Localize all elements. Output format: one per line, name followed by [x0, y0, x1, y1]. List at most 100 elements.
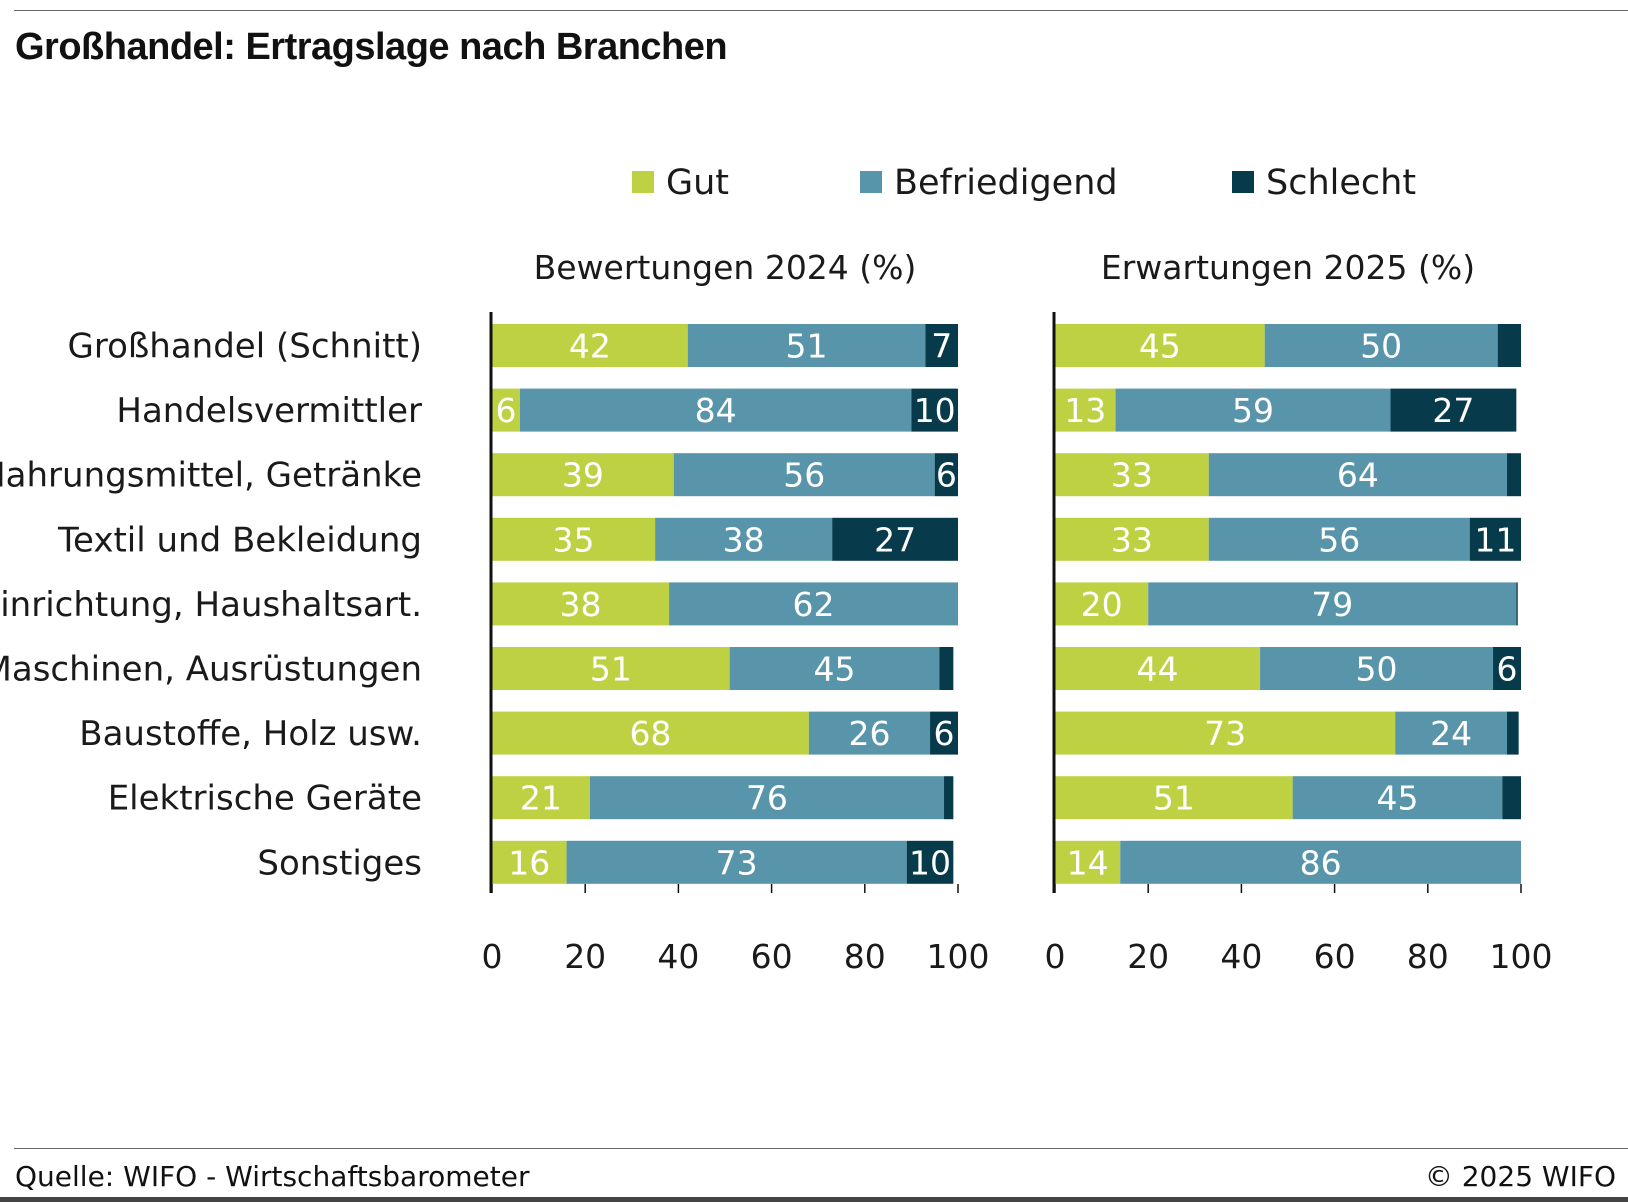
bar-segment-schlecht — [934, 453, 958, 497]
data-label: 6 — [936, 456, 957, 495]
x-tick-label: 80 — [1407, 937, 1449, 976]
data-label: 45 — [1377, 779, 1419, 818]
x-tick-label: 20 — [1127, 937, 1169, 976]
x-tick-label: 100 — [1490, 937, 1553, 976]
bar-segment-gut — [492, 647, 730, 690]
bottom-rule — [14, 1148, 1628, 1149]
data-label: 73 — [716, 843, 758, 882]
x-tick-label: 0 — [482, 937, 503, 976]
data-label: 33 — [1111, 456, 1153, 495]
bar-segment-gut — [1055, 388, 1116, 432]
x-tick-label: 80 — [844, 937, 886, 976]
data-label: 73 — [1204, 714, 1246, 753]
data-label: 6 — [1497, 650, 1518, 689]
data-label: 84 — [695, 391, 737, 430]
bar-segment-befriedigend — [589, 776, 945, 820]
bar-segment-befriedigend — [1115, 388, 1391, 432]
bar-segment-gut — [1055, 647, 1261, 690]
bar-segment-befriedigend — [1260, 647, 1494, 690]
panel-title: Erwartungen 2025 (%) — [1101, 248, 1475, 287]
bar-segment-befriedigend — [808, 711, 931, 755]
data-label: 39 — [562, 456, 604, 495]
bar-segment-gut — [492, 840, 567, 884]
bar-segment-gut — [492, 388, 520, 432]
bar-segment-schlecht — [1469, 517, 1521, 561]
bar-segment-schlecht — [925, 324, 958, 367]
bar-segment-gut — [1055, 517, 1209, 561]
category-label: Maschinen, Ausrüstungen — [0, 650, 422, 690]
bar-segment-gut — [492, 776, 590, 820]
category-label: Textil und Bekleidung — [57, 520, 422, 560]
x-tick-label: 20 — [564, 937, 606, 976]
data-label: 27 — [1432, 391, 1474, 430]
copyright-note: © 2025 WIFO — [1424, 1160, 1616, 1193]
data-label: 13 — [1064, 391, 1106, 430]
bar-segment-gut — [492, 517, 656, 561]
bar-segment-schlecht — [1516, 582, 1518, 626]
bar-segment-gut — [1055, 453, 1209, 497]
bar-segment-schlecht — [930, 711, 958, 755]
x-tick-label: 40 — [1220, 937, 1262, 976]
category-label: Einrichtung, Haushaltsart. — [0, 585, 422, 625]
data-label: 38 — [560, 585, 602, 624]
bar-segment-befriedigend — [1148, 582, 1517, 626]
data-label: 7 — [931, 327, 952, 366]
bar-segment-gut — [492, 453, 674, 497]
data-label: 51 — [1153, 779, 1195, 818]
data-label: 33 — [1111, 520, 1153, 559]
bar-segment-schlecht — [1493, 647, 1521, 690]
x-tick-label: 60 — [1314, 937, 1356, 976]
bar-segment-schlecht — [1390, 388, 1517, 432]
bar-segment-schlecht — [944, 776, 954, 820]
x-tick-label: 60 — [751, 937, 793, 976]
category-label: Sonstiges — [257, 843, 422, 883]
bar-segment-schlecht — [906, 840, 954, 884]
bar-segment-befriedigend — [669, 582, 958, 626]
bar-segment-gut — [492, 582, 670, 626]
bar-segment-schlecht — [939, 647, 954, 690]
data-label: 45 — [814, 650, 856, 689]
bar-segment-gut — [1055, 324, 1265, 367]
bar-segment-befriedigend — [687, 324, 926, 367]
bar-segment-schlecht — [1507, 453, 1521, 497]
x-tick-label: 0 — [1045, 937, 1066, 976]
bar-segment-schlecht — [1507, 711, 1519, 755]
x-tick-label: 40 — [657, 937, 699, 976]
data-label: 86 — [1300, 843, 1342, 882]
category-label: Nahrungsmittel, Getränke — [0, 456, 422, 496]
chart-title: Großhandel: Ertragslage nach Branchen — [15, 26, 728, 68]
bar-segment-schlecht — [1502, 776, 1521, 820]
top-rule — [14, 10, 1628, 11]
bar-segment-befriedigend — [1208, 517, 1470, 561]
data-label: 42 — [569, 327, 611, 366]
legend-label-befriedigend: Befriedigend — [894, 163, 1118, 203]
bar-segment-befriedigend — [1292, 776, 1503, 820]
data-label: 50 — [1356, 650, 1398, 689]
data-label: 27 — [874, 520, 916, 559]
legend-label-schlecht: Schlecht — [1266, 163, 1416, 203]
data-label: 16 — [508, 843, 550, 882]
data-label: 62 — [793, 585, 835, 624]
legend-label-gut: Gut — [666, 163, 729, 203]
bar-segment-gut — [1055, 776, 1293, 820]
bar-segment-befriedigend — [566, 840, 907, 884]
data-label: 26 — [848, 714, 890, 753]
bar-segment-befriedigend — [1264, 324, 1498, 367]
data-label: 56 — [783, 456, 825, 495]
data-label: 44 — [1137, 650, 1179, 689]
bar-segment-befriedigend — [1395, 711, 1508, 755]
bar-segment-schlecht — [1497, 324, 1521, 367]
chart-canvas: Gut Befriedigend Schlecht Großhandel (Schni… — [0, 163, 1553, 976]
bar-segment-gut — [1055, 582, 1149, 626]
data-label: 10 — [914, 391, 956, 430]
data-label: 38 — [723, 520, 765, 559]
category-label: Baustoffe, Holz usw. — [79, 714, 422, 754]
data-label: 10 — [909, 843, 951, 882]
bar-segment-befriedigend — [655, 517, 833, 561]
data-label: 50 — [1360, 327, 1402, 366]
data-label: 79 — [1311, 585, 1353, 624]
bar-segment-befriedigend — [729, 647, 940, 690]
category-label: Handelsvermittler — [116, 391, 422, 431]
bottom-border — [0, 1197, 1628, 1202]
data-label: 6 — [495, 391, 516, 430]
